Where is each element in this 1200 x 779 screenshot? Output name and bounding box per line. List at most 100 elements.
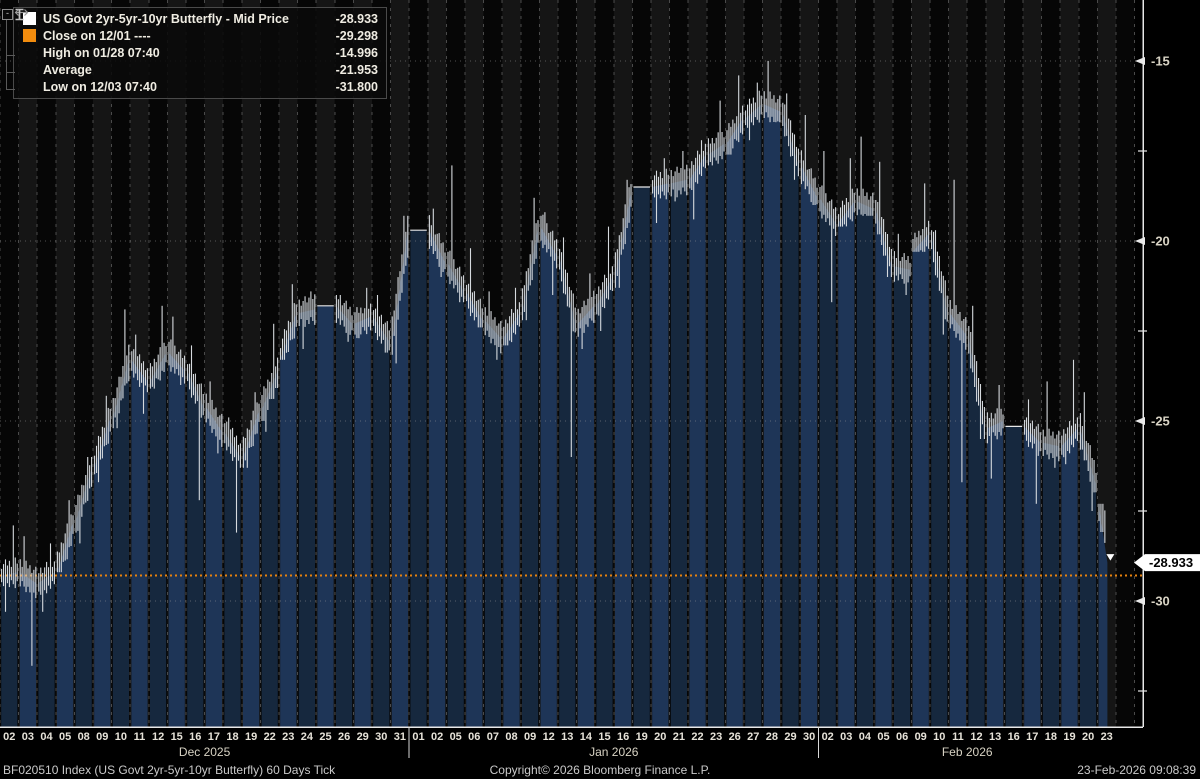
legend-tree-line <box>6 20 7 89</box>
axes <box>0 0 1144 728</box>
price-bar <box>596 277 613 727</box>
average-marker-icon <box>14 9 37 76</box>
legend-tree-branch <box>6 55 15 56</box>
legend-tree-branch <box>6 72 15 73</box>
price-bar <box>801 165 818 727</box>
legend-label: Low on 12/03 07:40 <box>43 79 157 94</box>
legend-row-high[interactable]: High on 01/28 07:40 -14.996 <box>14 8 386 61</box>
price-bar <box>912 233 929 728</box>
x-axis-day-label: 31 <box>394 731 406 743</box>
legend-row-low[interactable]: Low on 12/03 07:40 -31.800 <box>14 9 386 95</box>
x-axis-day-label: 17 <box>208 731 220 743</box>
month-label: Jan 2026 <box>589 745 639 759</box>
high-marker-icon <box>15 8 37 59</box>
price-bar <box>57 521 74 727</box>
y-axis-label: -20 <box>1151 234 1170 249</box>
price-bar <box>112 359 129 727</box>
price-bar <box>540 226 557 727</box>
x-axis-day-label: 29 <box>357 731 369 743</box>
price-bar <box>1005 426 1022 727</box>
x-axis-day-label: 07 <box>487 731 499 743</box>
x-axis-day-label: 20 <box>1082 731 1094 743</box>
price-bar <box>745 104 762 727</box>
x-axis-day-label: 19 <box>1063 731 1075 743</box>
legend-row-average[interactable]: Average -21.953 <box>14 9 386 78</box>
price-bar <box>708 143 725 728</box>
legend-label: US Govt 2yr-5yr-10yr Butterfly - Mid Pri… <box>43 11 289 26</box>
legend-row-close[interactable]: Close on 12/01 ---- -29.298 <box>14 27 386 44</box>
x-axis-day-label: 30 <box>803 731 815 743</box>
x-axis-day-label: 25 <box>319 731 331 743</box>
x-axis-day-label: 02 <box>431 731 443 743</box>
x-axis-day-label: 24 <box>301 731 314 743</box>
price-bar <box>466 291 483 727</box>
x-axis: 02 03 04 05 08 09 10 11 12 15 16 17 18 19 22 23 24 25 26 29… <box>3 727 1113 759</box>
x-axis-day-label: 27 <box>747 731 759 743</box>
x-axis-day-label: 09 <box>524 731 536 743</box>
orange-square-icon <box>22 29 37 42</box>
x-axis-day-label: 01 <box>412 731 424 743</box>
price-bar <box>1 572 18 727</box>
x-axis-day-label: 03 <box>22 731 34 743</box>
price-bar <box>987 421 1004 727</box>
price-bar <box>577 305 594 727</box>
x-axis-day-label: 15 <box>598 731 610 743</box>
x-axis-day-label: 03 <box>840 731 852 743</box>
last-price-flag <box>1134 554 1200 572</box>
x-axis-day-label: 20 <box>654 731 666 743</box>
x-axis-day-label: 05 <box>450 731 462 743</box>
y-axis-label: -25 <box>1151 414 1170 429</box>
x-axis-day-label: 02 <box>3 731 15 743</box>
x-axis-day-label: 09 <box>915 731 927 743</box>
x-axis-day-label: 04 <box>859 731 872 743</box>
price-bar <box>94 417 111 727</box>
x-axis-day-label: 22 <box>264 731 276 743</box>
price-bar <box>187 370 204 727</box>
last-price-tag: -28.933 <box>1106 554 1200 572</box>
vertical-gridlines <box>0 0 1136 727</box>
x-axis-day-label: 11 <box>952 731 964 743</box>
x-axis-day-label: 10 <box>933 731 945 743</box>
price-bar <box>205 406 222 727</box>
price-bar <box>150 352 167 727</box>
price-bar <box>894 266 911 727</box>
price-bar <box>1042 442 1059 727</box>
price-bar <box>670 179 687 728</box>
price-bar <box>838 201 855 727</box>
legend-collapse-icon[interactable]: - <box>2 9 13 20</box>
legend-value: -29.298 <box>335 28 378 43</box>
legend-tree-branch <box>6 89 15 90</box>
x-axis-day-label: 28 <box>766 731 778 743</box>
price-bar <box>819 197 836 728</box>
price-bar <box>19 572 36 727</box>
x-axis-day-label: 19 <box>245 731 257 743</box>
price-bar <box>354 316 371 727</box>
copyright-text: Copyright© 2026 Bloomberg Finance L.P. <box>489 763 711 777</box>
chart-legend: US Govt 2yr-5yr-10yr Butterfly - Mid Pri… <box>13 7 387 99</box>
x-axis-day-label: 26 <box>729 731 741 743</box>
price-bar <box>484 320 501 727</box>
y-axis: -15 -20 -25 -30 <box>1135 54 1170 692</box>
price-bar <box>689 154 706 728</box>
x-axis-day-label: 08 <box>78 731 90 743</box>
legend-value: -14.996 <box>335 45 378 60</box>
x-axis-day-label: 26 <box>338 731 350 743</box>
x-axis-day-label: 23 <box>282 731 294 743</box>
price-bar <box>261 370 278 727</box>
price-bar <box>336 305 353 727</box>
legend-value: -21.953 <box>335 62 378 77</box>
price-bar <box>875 208 892 728</box>
price-bar <box>856 201 873 727</box>
x-axis-day-label: 13 <box>561 731 573 743</box>
x-axis-day-label: 30 <box>375 731 387 743</box>
x-axis-day-label: 06 <box>896 731 908 743</box>
x-axis-day-label: 10 <box>115 731 127 743</box>
price-bar <box>447 262 464 727</box>
intraday-ticks <box>1 60 1106 666</box>
price-bar <box>317 305 334 727</box>
security-description: BF020510 Index (US Govt 2yr-5yr-10yr But… <box>3 763 336 777</box>
legend-row-mid-price[interactable]: US Govt 2yr-5yr-10yr Butterfly - Mid Pri… <box>14 10 386 27</box>
x-axis-day-label: 04 <box>40 731 53 743</box>
